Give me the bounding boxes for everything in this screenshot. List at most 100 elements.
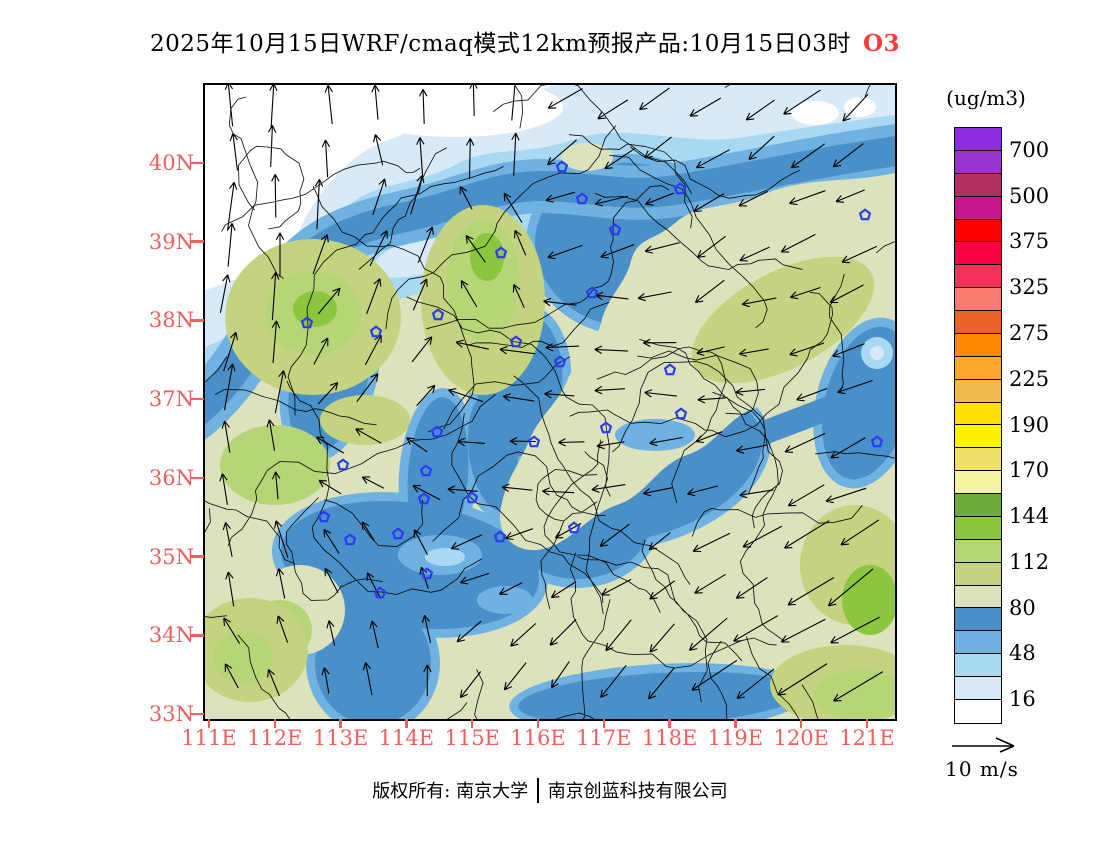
latitude-tick	[191, 555, 204, 558]
city-pentagon-marker	[870, 435, 884, 448]
legend-tick-label: 375	[1009, 229, 1050, 254]
longitude-tick	[207, 719, 211, 728]
longitude-tick	[339, 719, 342, 728]
city-pentagon-marker	[555, 160, 569, 173]
city-pentagon-marker	[430, 425, 444, 438]
latitude-tick	[191, 397, 204, 401]
city-pentagon-marker	[585, 286, 599, 299]
latitude-tick	[191, 240, 204, 243]
longitude-label: 117E	[576, 726, 632, 750]
city-pentagon-marker	[419, 464, 433, 477]
longitude-label: 116E	[510, 726, 566, 750]
city-pentagon-marker	[369, 325, 383, 338]
legend-color-segment	[955, 562, 1001, 586]
legend-tick-label: 325	[1009, 275, 1050, 300]
legend-color-segment	[955, 219, 1001, 243]
latitude-tick	[191, 476, 204, 480]
legend-color-segment	[955, 425, 1001, 449]
latitude-tick	[191, 633, 204, 637]
legend-color-segment	[955, 471, 1001, 494]
legend-color-segment	[955, 699, 1001, 723]
legend-color-segment	[955, 494, 1001, 517]
latitude-label: 40N	[148, 151, 194, 175]
legend-color-segment	[955, 654, 1001, 677]
footer-divider	[537, 777, 539, 803]
latitude-tick	[191, 319, 204, 322]
longitude-tick	[405, 719, 408, 728]
title-text: 2025年10月15日WRF/cmaq模式12km预报产品:10月15日03时	[150, 31, 851, 57]
longitude-tick	[734, 719, 737, 728]
legend-tick-label: 112	[1009, 549, 1050, 574]
longitude-label: 111E	[181, 726, 237, 750]
city-pentagon-marker	[858, 208, 872, 221]
city-pentagon-marker	[300, 316, 314, 329]
longitude-tick	[799, 719, 803, 728]
legend-tick-label: 80	[1009, 595, 1036, 620]
legend-tick-label: 700	[1009, 137, 1050, 162]
wind-reference-arrow	[952, 737, 1015, 753]
latitude-label: 34N	[148, 623, 194, 648]
legend-tick-label: 16	[1009, 687, 1036, 712]
legend-color-segment	[955, 150, 1001, 174]
legend-color-segment	[955, 196, 1001, 220]
city-pentagon-marker	[493, 530, 507, 543]
legend-color-segment	[955, 516, 1001, 540]
map-frame	[203, 83, 897, 721]
longitude-tick	[865, 719, 869, 728]
longitude-label: 113E	[312, 726, 369, 750]
legend-color-segment	[955, 448, 1001, 472]
legend-color-segment	[955, 128, 1001, 151]
city-pentagon-marker	[575, 192, 589, 205]
copyright-footer: 版权所有: 南京大学 南京创蓝科技有限公司	[205, 777, 895, 803]
latitude-tick	[191, 161, 204, 165]
latitude-label: 33N	[148, 701, 194, 726]
city-pentagon-marker	[336, 458, 350, 471]
longitude-label: 115E	[444, 726, 500, 750]
legend-color-segment	[955, 631, 1001, 655]
legend-tick-label: 144	[1009, 504, 1050, 529]
legend-color-segment	[955, 311, 1001, 334]
city-pentagon-marker	[373, 586, 387, 599]
city-pentagon-marker	[663, 363, 677, 376]
pollutant-label: O3	[862, 30, 900, 57]
copyright-company: 南京创蓝科技有限公司	[547, 781, 728, 802]
latitude-label: 39N	[148, 229, 194, 254]
city-pentagon-marker	[431, 308, 445, 321]
copyright-owner: 版权所有: 南京大学	[372, 781, 529, 802]
legend-color-segment	[955, 265, 1001, 289]
legend-color-segment	[955, 608, 1001, 632]
legend-color-segment	[955, 333, 1001, 357]
city-pentagon-marker	[567, 521, 581, 534]
legend-color-segment	[955, 585, 1001, 609]
longitude-label: 121E	[839, 726, 895, 750]
longitude-tick	[273, 719, 277, 728]
longitude-label: 120E	[773, 726, 829, 750]
legend-color-segment	[955, 677, 1001, 700]
city-markers	[300, 160, 884, 599]
city-pentagon-marker	[608, 223, 622, 236]
legend-color-segment	[955, 242, 1001, 266]
longitude-tick	[536, 719, 540, 728]
city-pentagon-marker	[391, 527, 405, 540]
legend-color-segment	[955, 539, 1001, 563]
longitude-label: 118E	[641, 726, 698, 750]
city-pentagon-marker	[599, 421, 613, 434]
latitude-label: 35N	[148, 544, 194, 569]
latitude-label: 37N	[148, 387, 194, 412]
wind-vectors	[219, 85, 884, 702]
city-pentagon-marker	[494, 246, 508, 259]
longitude-tick	[602, 719, 606, 728]
legend-color-segment	[955, 356, 1001, 380]
legend-color-segment	[955, 402, 1001, 426]
city-pentagon-marker	[509, 335, 523, 348]
legend-color-segment	[955, 379, 1001, 403]
latitude-tick	[191, 712, 204, 716]
longitude-label: 112E	[247, 726, 303, 750]
legend-color-segment	[955, 288, 1001, 311]
latitude-label: 36N	[148, 465, 194, 490]
longitude-label: 119E	[707, 726, 764, 750]
longitude-tick	[668, 719, 671, 728]
legend-color-segment	[955, 173, 1001, 197]
longitude-label: 114E	[378, 726, 435, 750]
